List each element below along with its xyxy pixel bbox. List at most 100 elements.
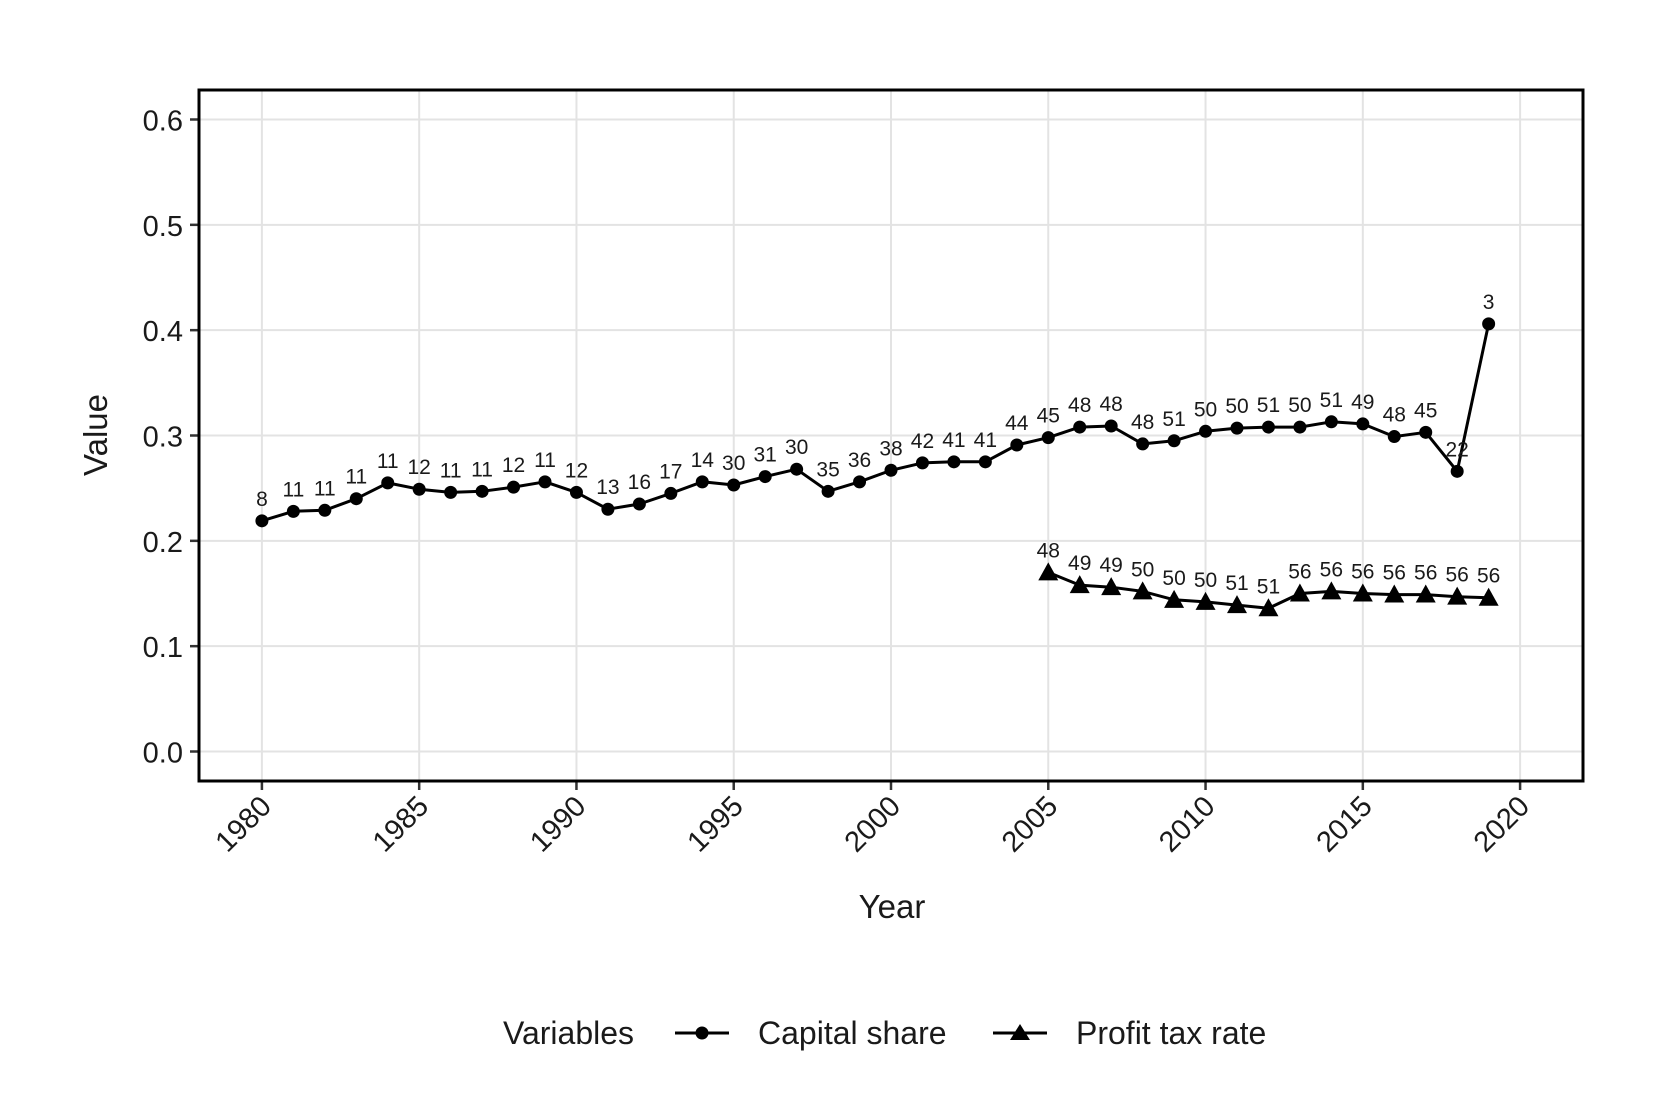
data-point-capital-share <box>1261 420 1275 434</box>
data-point-capital-share <box>1199 424 1213 438</box>
data-label-capital-share: 11 <box>314 477 336 500</box>
data-label-capital-share: 48 <box>1100 393 1123 416</box>
data-label-profit-tax-rate: 56 <box>1288 561 1311 584</box>
data-point-capital-share <box>444 485 458 499</box>
x-axis-title: Year <box>859 888 926 925</box>
data-label-capital-share: 17 <box>659 460 682 483</box>
data-point-profit-tax-rate <box>1038 562 1059 581</box>
data-point-profit-tax-rate <box>1195 591 1216 610</box>
data-label-profit-tax-rate: 56 <box>1477 565 1500 588</box>
data-label-profit-tax-rate: 56 <box>1383 562 1406 585</box>
data-point-capital-share <box>727 478 741 492</box>
data-point-capital-share <box>569 485 583 499</box>
y-tick-label: 0.3 <box>143 422 183 454</box>
data-label-capital-share: 11 <box>345 466 367 489</box>
data-label-capital-share: 45 <box>1037 405 1060 428</box>
data-point-profit-tax-rate <box>1478 587 1499 606</box>
y-axis-title: Value <box>77 394 114 476</box>
data-point-capital-share <box>1419 425 1433 439</box>
data-label-profit-tax-rate: 48 <box>1037 539 1060 562</box>
data-point-capital-share <box>1356 417 1370 431</box>
series-line-capital-share <box>261 323 1491 523</box>
data-label-capital-share: 11 <box>534 449 556 472</box>
data-point-capital-share <box>1293 420 1307 434</box>
data-label-capital-share: 51 <box>1257 394 1280 417</box>
data-label-capital-share: 44 <box>1005 412 1029 435</box>
data-point-capital-share <box>695 475 709 489</box>
data-point-capital-share <box>255 514 269 528</box>
data-label-capital-share: 12 <box>408 456 431 479</box>
legend-label-capital-share: Capital share <box>758 1015 947 1051</box>
data-point-capital-share <box>538 475 552 489</box>
data-label-capital-share: 49 <box>1351 391 1374 414</box>
data-label-capital-share: 51 <box>1320 389 1343 412</box>
data-label-profit-tax-rate: 50 <box>1131 558 1154 581</box>
data-label-profit-tax-rate: 56 <box>1414 562 1437 585</box>
data-label-capital-share: 50 <box>1288 394 1311 417</box>
data-label-capital-share: 48 <box>1131 411 1154 434</box>
data-label-capital-share: 35 <box>816 458 839 481</box>
data-label-capital-share: 11 <box>440 459 462 482</box>
data-label-capital-share: 8 <box>256 488 268 511</box>
data-label-capital-share: 50 <box>1225 395 1248 418</box>
data-label-capital-share: 13 <box>596 476 619 499</box>
data-point-capital-share <box>978 455 992 469</box>
data-label-capital-share: 11 <box>471 458 493 481</box>
data-point-profit-tax-rate <box>1069 575 1090 594</box>
data-label-capital-share: 16 <box>628 471 651 494</box>
data-label-profit-tax-rate: 49 <box>1100 554 1123 577</box>
y-tick-label: 0.5 <box>143 211 183 243</box>
y-tick-label: 0.2 <box>143 527 183 559</box>
data-point-capital-share <box>1136 437 1150 451</box>
data-point-profit-tax-rate <box>1415 584 1436 603</box>
data-label-capital-share: 38 <box>879 437 902 460</box>
data-point-profit-tax-rate <box>1164 589 1185 608</box>
data-point-capital-share <box>1482 317 1496 331</box>
data-label-capital-share: 48 <box>1383 404 1406 427</box>
data-point-profit-tax-rate <box>1352 583 1373 602</box>
data-point-profit-tax-rate <box>1321 581 1342 600</box>
data-point-profit-tax-rate <box>1384 584 1405 603</box>
data-label-capital-share: 51 <box>1162 408 1185 431</box>
data-label-capital-share: 31 <box>754 444 777 467</box>
data-point-capital-share <box>286 504 300 518</box>
data-label-profit-tax-rate: 51 <box>1225 572 1248 595</box>
data-point-capital-share <box>349 492 363 506</box>
legend-label-profit-tax-rate: Profit tax rate <box>1076 1015 1266 1051</box>
y-tick-label: 0.6 <box>143 105 183 137</box>
data-point-capital-share <box>1073 420 1087 434</box>
data-point-capital-share <box>821 484 835 498</box>
data-point-capital-share <box>1387 430 1401 444</box>
data-label-capital-share: 22 <box>1446 438 1469 461</box>
data-point-profit-tax-rate <box>1227 595 1247 614</box>
data-label-profit-tax-rate: 56 <box>1351 561 1374 584</box>
data-label-capital-share: 48 <box>1068 394 1091 417</box>
data-point-profit-tax-rate <box>1258 598 1279 617</box>
data-point-capital-share <box>790 462 804 476</box>
data-point-profit-tax-rate <box>1132 581 1153 600</box>
legend-circle-marker-icon <box>695 1026 709 1040</box>
data-point-capital-share <box>1041 431 1055 445</box>
data-label-capital-share: 14 <box>691 449 715 472</box>
data-point-profit-tax-rate <box>1289 583 1310 602</box>
y-tick-label: 0.0 <box>143 738 183 770</box>
data-label-capital-share: 3 <box>1483 291 1495 314</box>
data-point-capital-share <box>1324 415 1338 429</box>
data-point-profit-tax-rate <box>1447 586 1468 605</box>
legend-title: Variables <box>503 1015 634 1051</box>
data-point-capital-share <box>1104 419 1118 433</box>
data-point-capital-share <box>412 482 426 496</box>
data-point-capital-share <box>1450 464 1464 478</box>
data-label-profit-tax-rate: 50 <box>1162 567 1185 590</box>
data-point-capital-share <box>381 476 395 490</box>
data-label-capital-share: 11 <box>282 478 304 501</box>
data-point-capital-share <box>947 455 961 469</box>
data-label-profit-tax-rate: 50 <box>1194 569 1217 592</box>
data-point-capital-share <box>853 475 867 489</box>
data-label-capital-share: 41 <box>942 429 965 452</box>
legend-triangle-marker-icon <box>1010 1024 1030 1040</box>
data-point-capital-share <box>664 486 678 500</box>
data-point-profit-tax-rate <box>1101 577 1122 596</box>
data-point-capital-share <box>1010 438 1024 452</box>
